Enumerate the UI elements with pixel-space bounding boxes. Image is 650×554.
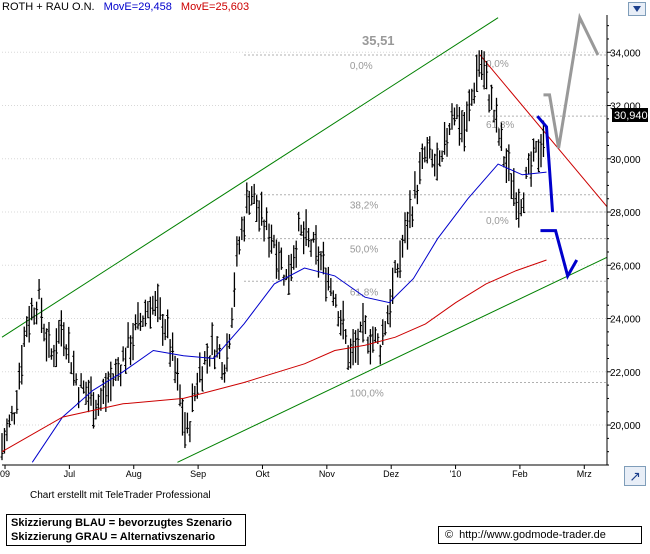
website-link[interactable]: © http://www.godmode-trader.de xyxy=(438,526,642,544)
x-tick-label: Feb xyxy=(512,469,528,479)
moving-average-line xyxy=(31,163,547,463)
fib-label: 50,0% xyxy=(350,245,378,256)
moving-average-red-label: MovE=25,603 xyxy=(180,1,250,13)
y-tick-label: 22,000 xyxy=(610,368,641,379)
y-tick-label: 26,000 xyxy=(610,261,641,272)
draw-arrow-icon: ↗ xyxy=(629,468,641,484)
x-axis: 09 Jul Aug Sep Okt Nov Dez '10 Feb Mrz xyxy=(0,465,592,479)
channel-lower-line xyxy=(177,256,608,463)
y-tick-label: 34,000 xyxy=(610,48,641,59)
instrument-name: ROTH + RAU O.N. xyxy=(2,1,95,13)
y-tick-label: 30,000 xyxy=(610,155,641,166)
legend-blue-scenario: Skizzierung BLAU = bevorzugtes Szenario xyxy=(11,517,232,529)
scenario-legend: Skizzierung BLAU = bevorzugtes Szenario … xyxy=(6,514,246,546)
moving-averages xyxy=(1,163,547,463)
x-tick-label: Sep xyxy=(190,469,206,479)
x-tick-label: Dez xyxy=(383,469,400,479)
moving-average-blue-label: MovE=29,458 xyxy=(103,1,172,13)
y-tick-label: 24,000 xyxy=(610,315,641,326)
fib-label: 0,0% xyxy=(350,61,373,72)
scenario-blue-arrow-down xyxy=(536,115,555,213)
chart-credit: Chart erstellt mit TeleTrader Profession… xyxy=(30,490,211,501)
y-tick-label: 20,000 xyxy=(610,421,641,432)
chevron-down-icon xyxy=(633,6,641,12)
peak-annotation: 35,51 xyxy=(362,33,395,48)
legend-grey-scenario: Skizzierung GRAU = Alternativszenario xyxy=(11,531,216,543)
copyright-icon: © xyxy=(445,529,454,541)
moving-average-line xyxy=(1,259,547,453)
x-tick-label: Aug xyxy=(126,469,142,479)
last-price-marker: 30,940 xyxy=(612,108,648,122)
draw-tool-button[interactable]: ↗ xyxy=(624,466,646,486)
scenario-sketches xyxy=(536,12,600,280)
ohlc-bars xyxy=(0,50,545,461)
x-tick-label: Nov xyxy=(319,469,336,479)
y-tick-label: 32,000 xyxy=(610,102,641,113)
y-axis: 20,000 22,000 24,000 26,000 28,000 30,000 32,0… xyxy=(607,25,641,466)
website-url: http://www.godmode-trader.de xyxy=(459,529,606,541)
fib-small-label: 61,8% xyxy=(486,120,514,131)
fib-label: 38,2% xyxy=(350,201,378,212)
x-tick-label: Jul xyxy=(64,469,76,479)
x-tick-label: Okt xyxy=(255,469,270,479)
fib-small-label: 0,0% xyxy=(486,59,509,70)
plot-area xyxy=(2,15,607,465)
chart-title-bar: ROTH + RAU O.N. MovE=29,458 MovE=25,603 xyxy=(0,0,249,14)
fib-label: 100,0% xyxy=(350,388,384,399)
scenario-blue-arrow-target xyxy=(540,229,579,280)
x-tick-label: Mrz xyxy=(577,469,592,479)
y-tick-label: 28,000 xyxy=(610,208,641,219)
channel-upper-line xyxy=(1,17,499,338)
fib-label: 61,8% xyxy=(350,287,378,298)
scenario-grey-arrow-up xyxy=(543,12,600,149)
fibonacci-levels: 0,0% 38,2% 50,0% 61,8% 100,0% 0,0% 61,8% 0,0% xyxy=(244,54,607,399)
last-price-label: 30,940 xyxy=(614,110,648,122)
dropdown-arrow-button[interactable] xyxy=(628,2,646,16)
fib-small-label: 0,0% xyxy=(486,216,509,227)
x-tick-label: 09 xyxy=(0,469,10,479)
x-tick-label: '10 xyxy=(450,469,462,479)
